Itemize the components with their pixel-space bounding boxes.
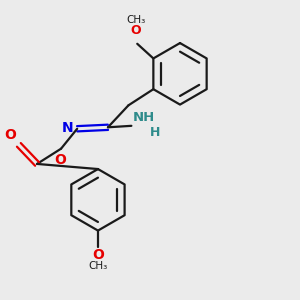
Text: N: N [62,121,74,135]
Text: O: O [4,128,16,142]
Text: O: O [92,248,104,262]
Text: O: O [55,153,66,167]
Text: NH: NH [133,111,155,124]
Text: CH₃: CH₃ [88,261,108,272]
Text: H: H [150,126,160,139]
Text: CH₃: CH₃ [126,15,146,25]
Text: O: O [130,24,141,37]
